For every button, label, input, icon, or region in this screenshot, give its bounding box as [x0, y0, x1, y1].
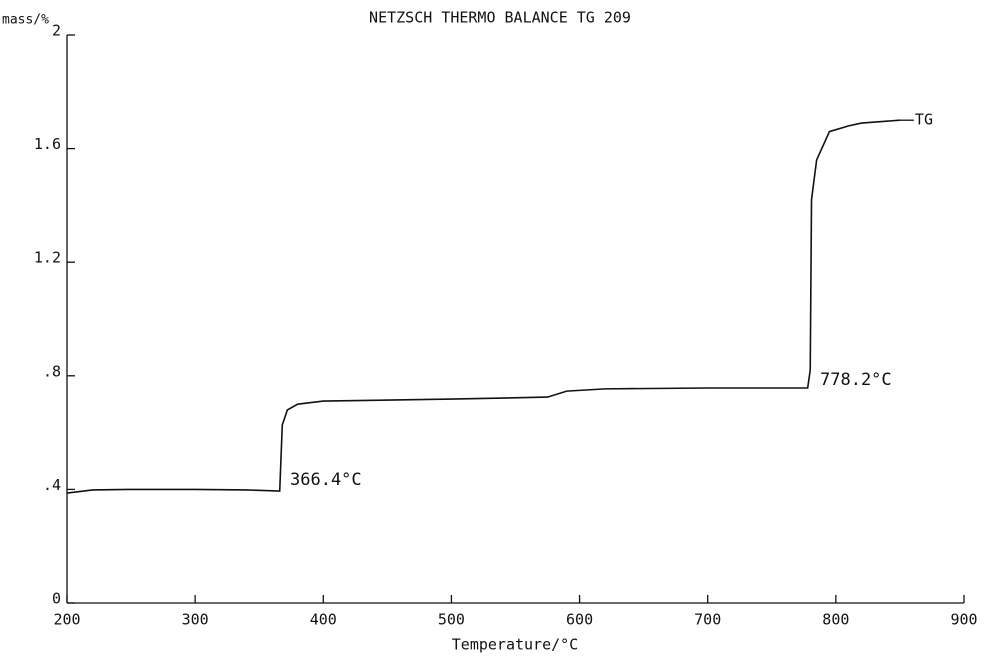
y-tick-label: .4 [43, 476, 61, 494]
y-tick-label: 0 [52, 590, 61, 608]
x-tick-label: 200 [53, 611, 80, 629]
x-tick-label: 500 [438, 611, 465, 629]
y-tick-label: 2 [52, 22, 61, 40]
x-tick-label: 400 [310, 611, 337, 629]
chart-title: NETZSCH THERMO BALANCE TG 209 [369, 9, 631, 27]
x-tick-label: 700 [694, 611, 721, 629]
series-label: TG [915, 111, 933, 129]
y-axis-label: mass/% [2, 13, 49, 28]
annotation: 778.2°C [820, 370, 892, 390]
x-tick-label: 800 [822, 611, 849, 629]
y-tick-label: 1.2 [34, 249, 61, 267]
x-tick-label: 300 [182, 611, 209, 629]
y-tick-label: .8 [43, 362, 61, 380]
tg-curve [66, 119, 900, 494]
x-tick-label: 600 [566, 611, 593, 629]
annotation: 366.4°C [290, 470, 362, 490]
y-tick-label: 1.6 [34, 135, 61, 153]
x-axis-label: Temperature/°C [452, 636, 578, 654]
x-tick-label: 900 [950, 611, 977, 629]
